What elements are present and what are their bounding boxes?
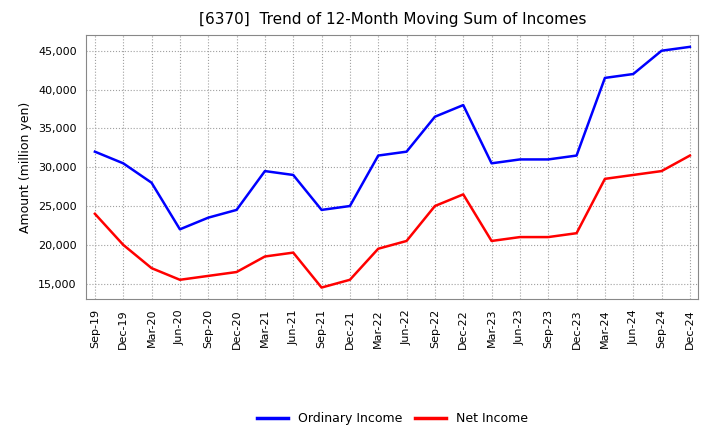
Line: Ordinary Income: Ordinary Income: [95, 47, 690, 229]
Net Income: [402, 238, 411, 244]
Ordinary Income: [289, 172, 297, 178]
Net Income: [91, 211, 99, 216]
Ordinary Income: [346, 203, 354, 209]
Ordinary Income: [261, 169, 269, 174]
Net Income: [657, 169, 666, 174]
Net Income: [431, 203, 439, 209]
Net Income: [289, 250, 297, 255]
Net Income: [459, 192, 467, 197]
Ordinary Income: [487, 161, 496, 166]
Ordinary Income: [148, 180, 156, 185]
Net Income: [233, 269, 241, 275]
Legend: Ordinary Income, Net Income: Ordinary Income, Net Income: [252, 407, 533, 430]
Ordinary Income: [600, 75, 609, 81]
Ordinary Income: [91, 149, 99, 154]
Ordinary Income: [204, 215, 212, 220]
Net Income: [204, 273, 212, 279]
Line: Net Income: Net Income: [95, 156, 690, 288]
Net Income: [318, 285, 326, 290]
Ordinary Income: [233, 207, 241, 213]
Ordinary Income: [119, 161, 127, 166]
Net Income: [629, 172, 637, 178]
Ordinary Income: [544, 157, 552, 162]
Net Income: [600, 176, 609, 181]
Ordinary Income: [685, 44, 694, 49]
Ordinary Income: [657, 48, 666, 53]
Net Income: [544, 235, 552, 240]
Ordinary Income: [572, 153, 581, 158]
Ordinary Income: [402, 149, 411, 154]
Net Income: [261, 254, 269, 259]
Ordinary Income: [374, 153, 382, 158]
Ordinary Income: [431, 114, 439, 119]
Title: [6370]  Trend of 12-Month Moving Sum of Incomes: [6370] Trend of 12-Month Moving Sum of I…: [199, 12, 586, 27]
Net Income: [176, 277, 184, 282]
Net Income: [148, 265, 156, 271]
Ordinary Income: [516, 157, 524, 162]
Ordinary Income: [318, 207, 326, 213]
Net Income: [685, 153, 694, 158]
Y-axis label: Amount (million yen): Amount (million yen): [19, 102, 32, 233]
Net Income: [487, 238, 496, 244]
Ordinary Income: [176, 227, 184, 232]
Ordinary Income: [459, 103, 467, 108]
Net Income: [374, 246, 382, 251]
Ordinary Income: [629, 71, 637, 77]
Net Income: [346, 277, 354, 282]
Net Income: [572, 231, 581, 236]
Net Income: [516, 235, 524, 240]
Net Income: [119, 242, 127, 247]
